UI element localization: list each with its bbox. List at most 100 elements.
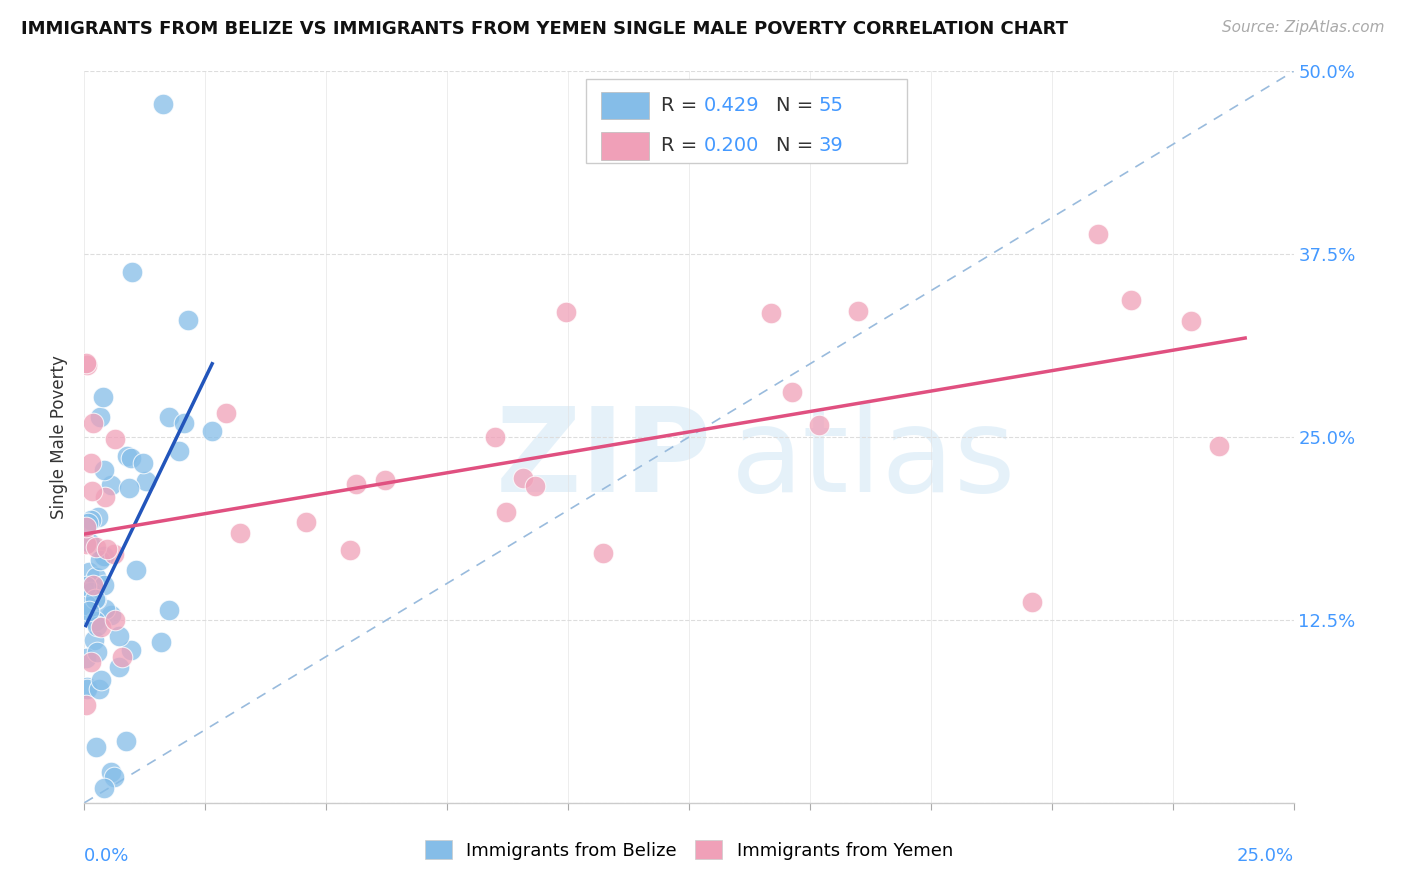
Point (120, 643, 142, 657)
Point (229, 525, 252, 540)
Text: 0.200: 0.200 (703, 136, 759, 155)
Point (79, 513, 101, 527)
Point (132, 456, 155, 470)
Point (75, 607, 97, 621)
Point (86, 645, 108, 659)
Point (75, 579, 97, 593)
Point (108, 660, 131, 674)
Point (90, 620, 112, 634)
Point (111, 650, 134, 665)
Point (1121, 293, 1143, 308)
Point (782, 384, 804, 399)
Point (1087, 227, 1109, 241)
Text: N =: N = (776, 96, 820, 115)
Point (93, 601, 115, 615)
Point (1180, 314, 1202, 328)
Point (86, 619, 108, 633)
Text: 0.429: 0.429 (703, 96, 759, 115)
Point (159, 410, 181, 425)
Point (484, 430, 506, 444)
Point (87, 681, 110, 696)
Point (87, 510, 110, 524)
Point (80, 456, 103, 470)
Point (103, 547, 125, 561)
Point (84, 541, 107, 555)
Point (84, 570, 107, 584)
Point (80, 484, 103, 499)
Point (80, 585, 103, 599)
Point (157, 603, 180, 617)
Point (93, 549, 115, 564)
Point (84, 614, 107, 628)
Point (89, 409, 111, 424)
Point (295, 515, 318, 529)
Point (215, 405, 238, 419)
Point (93, 463, 115, 477)
Point (75, 651, 97, 665)
Point (84, 739, 107, 754)
Point (80, 655, 103, 669)
Text: IMMIGRANTS FROM BELIZE VS IMMIGRANTS FROM YEMEN SINGLE MALE POVERTY CORRELATION : IMMIGRANTS FROM BELIZE VS IMMIGRANTS FRO… (21, 20, 1069, 37)
Point (90, 673, 112, 687)
Point (121, 265, 143, 279)
Point (114, 734, 136, 748)
Point (75, 537, 97, 551)
Point (93, 781, 115, 796)
Point (75, 698, 97, 712)
Point (75, 520, 97, 534)
Point (89, 552, 111, 566)
Point (125, 563, 148, 577)
Text: atlas: atlas (731, 401, 1017, 516)
Point (169, 443, 191, 458)
Point (1208, 439, 1230, 453)
Point (76, 680, 98, 694)
Point (100, 478, 122, 492)
Point (135, 474, 157, 488)
Point (82, 577, 104, 591)
Point (808, 417, 831, 432)
Point (846, 304, 869, 318)
Point (83, 633, 105, 648)
Text: R =: R = (661, 96, 703, 115)
Point (100, 765, 122, 780)
Point (91, 390, 114, 404)
Point (201, 424, 224, 438)
Point (344, 476, 367, 491)
Text: 0.0%: 0.0% (84, 847, 129, 864)
FancyBboxPatch shape (600, 132, 650, 160)
Point (75, 355, 97, 369)
Text: 55: 55 (818, 96, 844, 115)
Point (108, 628, 131, 642)
Point (104, 432, 127, 446)
Point (339, 542, 361, 557)
Point (79, 536, 101, 550)
FancyBboxPatch shape (586, 78, 907, 163)
Point (77, 516, 100, 531)
Point (149, 634, 172, 648)
Point (91, 549, 114, 564)
Point (83, 591, 105, 606)
Point (103, 770, 125, 784)
Point (77, 604, 100, 618)
Point (115, 449, 138, 463)
Point (76, 599, 98, 613)
Point (93, 578, 115, 592)
Y-axis label: Single Male Poverty: Single Male Poverty (51, 355, 69, 519)
Point (374, 473, 396, 487)
Point (93, 490, 115, 504)
Point (524, 479, 547, 493)
Legend: Immigrants from Belize, Immigrants from Yemen: Immigrants from Belize, Immigrants from … (418, 833, 960, 867)
Point (554, 305, 576, 319)
Point (152, 96, 174, 111)
Point (117, 481, 139, 495)
Point (104, 613, 127, 627)
Point (495, 505, 517, 519)
Point (76, 358, 98, 372)
Point (759, 306, 782, 320)
Point (79, 566, 101, 580)
FancyBboxPatch shape (600, 92, 650, 120)
Point (512, 471, 534, 485)
Point (592, 546, 614, 560)
Point (177, 313, 200, 327)
Text: N =: N = (776, 136, 820, 155)
